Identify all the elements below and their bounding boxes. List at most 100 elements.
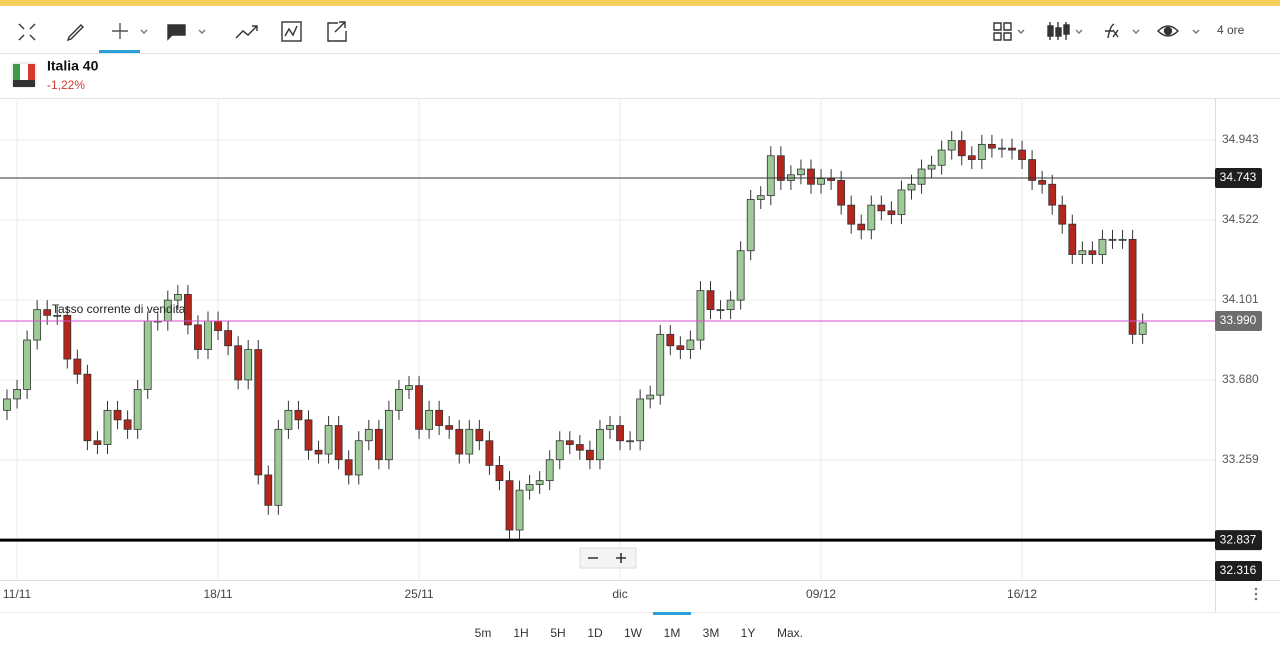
candle-body — [324, 425, 333, 455]
candle-body — [535, 480, 544, 485]
dropdown-arrows[interactable] — [140, 29, 1200, 34]
candle-body — [214, 320, 222, 331]
candle-body — [837, 180, 846, 206]
candle-body — [113, 409, 122, 421]
y-tick-label: 33.680 — [1222, 372, 1259, 386]
candle-body — [957, 140, 966, 157]
fx-icon[interactable] — [1105, 23, 1119, 39]
candle-body — [998, 147, 1006, 150]
draw-icon[interactable] — [66, 24, 84, 42]
candle-body — [596, 428, 604, 461]
candle-body — [606, 425, 614, 430]
candle-body — [686, 339, 695, 350]
candle-body — [405, 385, 413, 390]
candle-body — [123, 419, 132, 430]
level-annotation: Tasso corrente di vendita — [52, 302, 186, 316]
timeframe-button[interactable]: Max. — [777, 626, 803, 640]
zoom-buttons[interactable] — [588, 553, 626, 563]
dot — [1254, 597, 1258, 601]
candle-body — [465, 428, 474, 455]
eye-pupil — [1163, 26, 1173, 36]
candle-body — [415, 385, 423, 430]
candle-body — [967, 155, 976, 160]
candle-body — [626, 440, 634, 443]
x-tick-label: 16/12 — [1007, 587, 1037, 601]
indicator-icon[interactable] — [281, 21, 302, 42]
trend-icon[interactable] — [235, 25, 258, 39]
flag-white — [20, 64, 28, 80]
candle-body — [586, 449, 594, 461]
price-badge — [1215, 561, 1262, 581]
candle-body — [525, 484, 534, 491]
candle-body — [947, 140, 956, 151]
instrument-name: Italia 40 — [47, 58, 99, 74]
x-tick-label: 25/11 — [404, 587, 433, 601]
candle-body — [1008, 147, 1016, 151]
timeframe-active-bar — [653, 612, 691, 615]
x-tick-label: 11/11 — [3, 587, 32, 601]
candle-body — [575, 444, 584, 451]
candle-body — [927, 164, 936, 170]
candle-body — [827, 178, 835, 181]
candle-body — [475, 428, 484, 442]
candle-body — [485, 440, 494, 466]
y-tick-label: 34.101 — [1222, 292, 1259, 306]
timeframe-button[interactable]: 5H — [550, 626, 565, 640]
price-badge-label: 32.316 — [1220, 563, 1257, 577]
candle-body — [505, 480, 514, 531]
dot — [1254, 592, 1258, 596]
timeframe-button[interactable]: 1M — [664, 626, 681, 640]
timeframe-button[interactable]: 3M — [703, 626, 720, 640]
timeframe-button[interactable]: 1H — [513, 626, 528, 640]
candle-body — [284, 409, 293, 430]
flag-red — [28, 64, 35, 80]
price-badge — [1215, 311, 1262, 332]
comment-icon[interactable] — [167, 24, 186, 41]
more-menu[interactable] — [1254, 587, 1258, 601]
candle-body — [264, 474, 273, 506]
eye-icon[interactable] — [1157, 25, 1179, 37]
candle-body — [636, 398, 645, 442]
price-badge — [1215, 530, 1262, 551]
candle-body — [877, 204, 886, 212]
candle-body — [907, 183, 916, 191]
candle-body — [53, 314, 62, 317]
candle-body — [143, 320, 152, 390]
candle-body — [33, 309, 42, 341]
candle-body — [646, 394, 655, 400]
candle-body — [1048, 183, 1057, 206]
timeframe-button[interactable]: 1D — [587, 626, 603, 640]
candle-body — [817, 178, 825, 185]
candle-body — [204, 320, 212, 350]
flag-icon — [11, 62, 37, 88]
crosshair-icon[interactable] — [112, 23, 128, 39]
candle-body — [565, 440, 574, 445]
candle-body — [43, 309, 52, 316]
candle-body — [395, 389, 403, 411]
candle-body — [1118, 238, 1127, 241]
active-tool-underline — [99, 50, 140, 53]
candle-body — [1058, 204, 1067, 225]
candle-body — [364, 428, 373, 442]
timeframe-button[interactable]: 5m — [475, 626, 492, 640]
collapse-icon[interactable] — [18, 23, 36, 41]
candle-body — [716, 309, 725, 312]
timeframe-button[interactable]: 1W — [624, 626, 643, 640]
candle-body — [425, 409, 434, 430]
candle-body — [666, 333, 675, 347]
candle-body — [183, 294, 192, 326]
candle-body — [1018, 149, 1026, 160]
candle-body — [435, 409, 444, 426]
flag-green — [13, 64, 20, 80]
zoom-box — [579, 547, 637, 569]
candle-body — [726, 299, 735, 311]
layout-icon[interactable] — [993, 22, 1012, 41]
zoom-controls — [579, 547, 637, 569]
timeframe-button[interactable]: 1Y — [741, 626, 756, 640]
timeframe-select[interactable]: 4 ore — [1217, 23, 1245, 37]
candle-body — [676, 345, 685, 350]
share-icon[interactable] — [327, 21, 347, 42]
candle-body — [274, 428, 283, 506]
candle-body — [977, 143, 986, 160]
